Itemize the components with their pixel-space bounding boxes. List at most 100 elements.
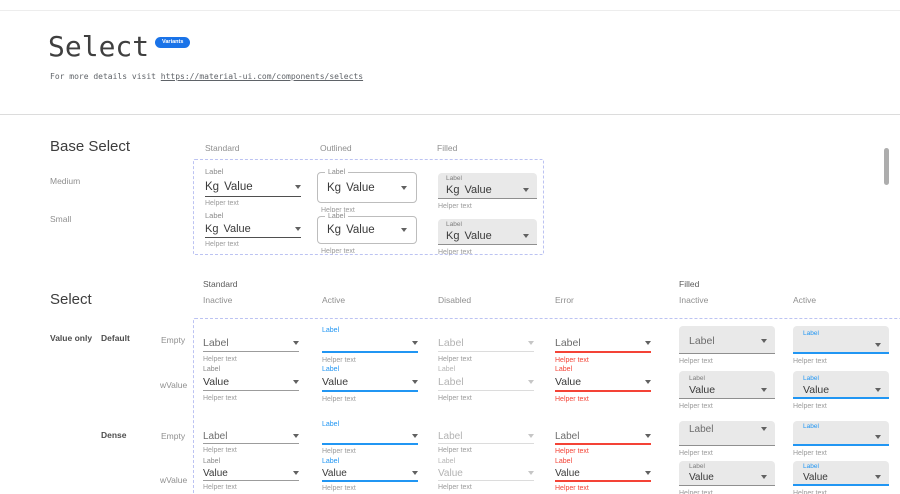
select-floating-label: Label bbox=[803, 375, 819, 382]
scrollbar-thumb[interactable] bbox=[884, 148, 889, 185]
docs-link[interactable]: https://material-ui.com/components/selec… bbox=[160, 72, 364, 81]
select-value: Value bbox=[803, 471, 828, 483]
select-filled-active-wvalue[interactable]: Label Value Helper text bbox=[793, 371, 889, 410]
select-standard-error-empty[interactable]: Label Helper text bbox=[555, 326, 651, 364]
select-dense-error-empty[interactable]: Label Helper text bbox=[555, 421, 651, 455]
helper-text: Helper text bbox=[322, 396, 356, 403]
helper-text: Helper text bbox=[793, 403, 827, 410]
select-label-slot bbox=[203, 421, 299, 429]
select-filled-dense-active-wvalue[interactable]: Label Value Helper text bbox=[793, 461, 889, 494]
variants-badge: Variants bbox=[155, 30, 191, 48]
helper-text: Helper text bbox=[555, 485, 589, 492]
helper-text: Helper text bbox=[679, 358, 713, 365]
helper-text: Helper text bbox=[438, 395, 472, 402]
select-placeholder: Label bbox=[203, 337, 229, 349]
column-header-standard: Standard bbox=[205, 143, 240, 153]
select-value: Value bbox=[464, 183, 492, 196]
row-header-dense-wvalue: wValue bbox=[160, 475, 188, 485]
group-header-filled: Filled bbox=[679, 279, 700, 289]
select-floating-label: Label bbox=[803, 463, 819, 470]
select-placeholder: Label bbox=[689, 423, 714, 435]
select-variants-outline bbox=[193, 318, 900, 494]
helper-text: Helper text bbox=[322, 448, 356, 455]
base-variants-outline bbox=[193, 159, 544, 255]
select-value: Value bbox=[346, 181, 375, 194]
select-standard-active-empty[interactable]: Label Helper text bbox=[322, 326, 418, 364]
helper-text: Helper text bbox=[793, 490, 827, 494]
dropdown-arrow-icon bbox=[645, 434, 651, 438]
select-value: Value bbox=[438, 467, 463, 479]
select-filled-inactive-wvalue[interactable]: Label Value Helper text bbox=[679, 371, 775, 410]
select-placeholder: Label bbox=[438, 430, 463, 442]
dropdown-arrow-icon bbox=[523, 187, 529, 192]
select-filled-inactive-empty[interactable]: Label Helper text bbox=[679, 326, 775, 365]
select-value: Value bbox=[689, 383, 716, 396]
select-standard-inactive-empty[interactable]: Label Helper text bbox=[203, 326, 299, 363]
select-value: Value bbox=[346, 224, 375, 236]
helper-text: Helper text bbox=[203, 484, 237, 491]
helper-text: Helper text bbox=[679, 403, 713, 410]
select-standard-disabled-wvalue: Label Label Helper text bbox=[438, 365, 534, 402]
select-dense-active-empty[interactable]: Label Helper text bbox=[322, 421, 418, 455]
dropdown-arrow-icon bbox=[761, 338, 767, 343]
select-floating-label: Label bbox=[205, 211, 224, 220]
select-floating-label: Label bbox=[555, 458, 573, 465]
helper-text: Helper text bbox=[555, 448, 589, 455]
select-adornment: Kg bbox=[446, 229, 460, 242]
select-adornment: Kg bbox=[205, 223, 219, 235]
select-dense-error-wvalue[interactable]: Label Value Helper text bbox=[555, 458, 651, 492]
select-filled-active-empty[interactable]: Label Helper text bbox=[793, 326, 889, 365]
base-select-filled-medium[interactable]: Label Kg Value Helper text bbox=[438, 173, 537, 210]
select-placeholder: Label bbox=[689, 334, 715, 347]
helper-text: Helper text bbox=[203, 447, 237, 454]
select-floating-label: Label bbox=[438, 366, 456, 373]
select-placeholder: Label bbox=[555, 430, 580, 442]
select-floating-label: Label bbox=[322, 421, 340, 428]
dropdown-arrow-icon bbox=[528, 380, 534, 384]
base-select-outlined-small[interactable]: Label Kg Value Helper text bbox=[317, 212, 417, 255]
select-value: Value bbox=[203, 467, 228, 479]
base-select-standard-small[interactable]: Label Kg Value Helper text bbox=[205, 211, 301, 248]
dropdown-arrow-icon bbox=[295, 184, 301, 189]
select-dense-disabled-empty: Label Helper text bbox=[438, 421, 534, 454]
top-divider bbox=[0, 10, 900, 11]
select-filled-dense-inactive-empty[interactable]: Label Helper text bbox=[679, 421, 775, 457]
subtitle: For more details visit https://material-… bbox=[50, 72, 363, 81]
helper-text: Helper text bbox=[438, 484, 472, 491]
base-select-filled-small[interactable]: Label Kg Value Helper text bbox=[438, 219, 537, 256]
row-group-value-only: Value only bbox=[50, 333, 93, 343]
helper-text: Helper text bbox=[679, 490, 713, 494]
select-floating-label: Label bbox=[322, 366, 340, 373]
helper-text: Helper text bbox=[438, 203, 472, 210]
dropdown-arrow-icon bbox=[875, 435, 881, 439]
helper-text: Helper text bbox=[679, 450, 713, 457]
select-dense-inactive-wvalue[interactable]: Label Value Helper text bbox=[203, 458, 299, 491]
column-header-filled-active: Active bbox=[793, 295, 817, 305]
select-standard-error-wvalue[interactable]: Label Value Helper text bbox=[555, 365, 651, 403]
select-standard-inactive-wvalue[interactable]: Label Value Helper text bbox=[203, 365, 299, 402]
select-filled-dense-inactive-wvalue[interactable]: Label Value Helper text bbox=[679, 461, 775, 494]
select-heading: Select bbox=[50, 291, 92, 308]
column-header-active: Active bbox=[322, 295, 346, 305]
select-floating-label: Label bbox=[446, 175, 462, 182]
base-select-outlined-medium[interactable]: Label Kg Value Helper text bbox=[317, 168, 417, 214]
dropdown-arrow-icon bbox=[875, 475, 881, 479]
helper-text: Helper text bbox=[321, 248, 355, 255]
select-floating-label: Label bbox=[322, 327, 340, 334]
dropdown-arrow-icon bbox=[293, 471, 299, 475]
select-floating-label: Label bbox=[689, 463, 705, 470]
select-floating-label: Label bbox=[438, 458, 456, 465]
select-standard-active-wvalue[interactable]: Label Value Helper text bbox=[322, 365, 418, 403]
select-label-slot bbox=[203, 326, 299, 335]
helper-text: Helper text bbox=[205, 241, 239, 248]
select-value: Value bbox=[322, 467, 347, 479]
dropdown-arrow-icon bbox=[293, 341, 299, 345]
base-select-standard-medium[interactable]: Label Kg Value Helper text bbox=[205, 167, 301, 207]
select-value: Value bbox=[322, 376, 349, 388]
select-value: Value bbox=[464, 229, 492, 242]
helper-text: Helper text bbox=[322, 357, 356, 364]
select-dense-inactive-empty[interactable]: Label Helper text bbox=[203, 421, 299, 454]
select-filled-dense-active-empty[interactable]: Label Helper text bbox=[793, 421, 889, 457]
select-dense-active-wvalue[interactable]: Label Value Helper text bbox=[322, 458, 418, 492]
helper-text: Helper text bbox=[205, 200, 239, 207]
